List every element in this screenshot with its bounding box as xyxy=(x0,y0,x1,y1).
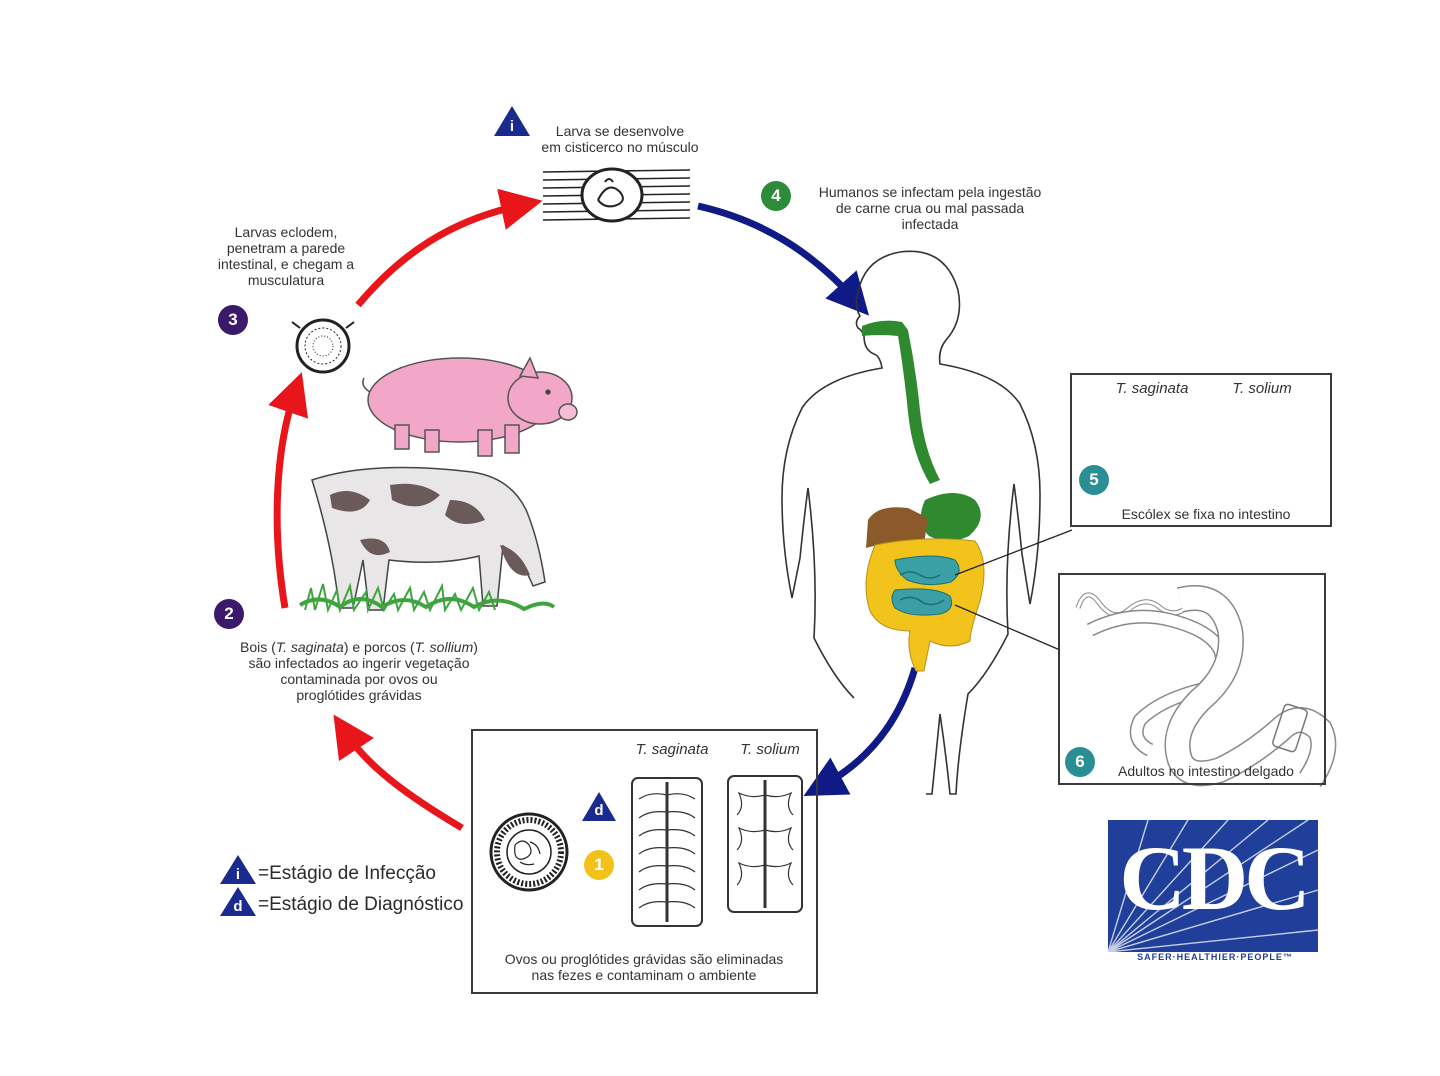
legend-diagnostic-letter: d xyxy=(233,898,243,915)
cdc-logo-rays xyxy=(1108,820,1318,952)
proglottid-species-a: T. saginata xyxy=(635,741,709,758)
diagnostic-marker-letter: d xyxy=(594,802,604,819)
legend-infection-letter: i xyxy=(235,866,241,883)
step-2-badge: 2 xyxy=(214,599,244,629)
step-4-label: Humanos se infectam pela ingestão de car… xyxy=(818,184,1042,232)
scolex-species-b: T. solium xyxy=(1232,380,1292,397)
step-3-badge: 3 xyxy=(218,305,248,335)
proglottid-t-solium xyxy=(727,775,803,913)
eggs-proglottids-box xyxy=(471,729,818,994)
cdc-tagline: SAFER·HEALTHIER·PEOPLE™ xyxy=(1137,952,1293,962)
connector-6 xyxy=(954,604,1061,651)
arrow-3-to-i xyxy=(355,188,543,308)
arrow-2-to-3 xyxy=(268,372,309,609)
infection-marker-letter: i xyxy=(509,118,515,135)
proglottid-species-b: T. solium xyxy=(740,741,800,758)
adults-box xyxy=(1058,573,1326,785)
egg-illustration xyxy=(489,812,569,892)
step-3-label: Larvas eclodem, penetram a parede intest… xyxy=(217,224,355,288)
step-i-label: Larva se desenvolve em cisticerco no mús… xyxy=(541,123,699,155)
step-1-badge: 1 xyxy=(584,850,614,880)
step-4-badge: 4 xyxy=(761,181,791,211)
step-2-label: Bois (T. saginata) e porcos (T. sollium)… xyxy=(240,639,478,703)
cdc-logo: CDC xyxy=(1108,820,1318,952)
proglottid-t-saginata xyxy=(631,777,703,927)
step-6-label: Adultos no intestino delgado xyxy=(1118,763,1294,779)
step-6-badge: 6 xyxy=(1065,747,1095,777)
scolex-box xyxy=(1070,373,1332,527)
connector-5 xyxy=(954,529,1073,576)
step-5-badge: 5 xyxy=(1079,465,1109,495)
arrow-1-to-2 xyxy=(333,714,464,832)
muscle-cysticercus xyxy=(542,167,691,223)
pig-illustration xyxy=(362,356,578,457)
cow-illustration xyxy=(298,466,556,614)
diagnostic-marker-eggs xyxy=(582,792,616,821)
digestive-system xyxy=(862,320,985,672)
cdc-logo-text: CDC xyxy=(1119,827,1310,929)
arrow-i-to-4 xyxy=(697,202,870,316)
infection-marker-top xyxy=(494,106,530,136)
legend-diagnostic: =Estágio de Diagnóstico xyxy=(258,894,464,915)
oncosphere xyxy=(291,318,355,374)
adult-worms xyxy=(1075,585,1337,788)
legend-infection-triangle xyxy=(220,855,256,884)
scolex-species-a: T. saginata xyxy=(1115,380,1189,397)
step-5-label: Escólex se fixa no intestino xyxy=(1121,506,1291,522)
legend-diagnostic-triangle xyxy=(220,887,256,916)
legend-infection: =Estágio de Infecção xyxy=(258,863,436,884)
human-body xyxy=(781,250,1041,795)
arrow-6-to-1 xyxy=(803,667,919,797)
step-1-label: Ovos ou proglótides grávidas são elimina… xyxy=(504,951,784,983)
